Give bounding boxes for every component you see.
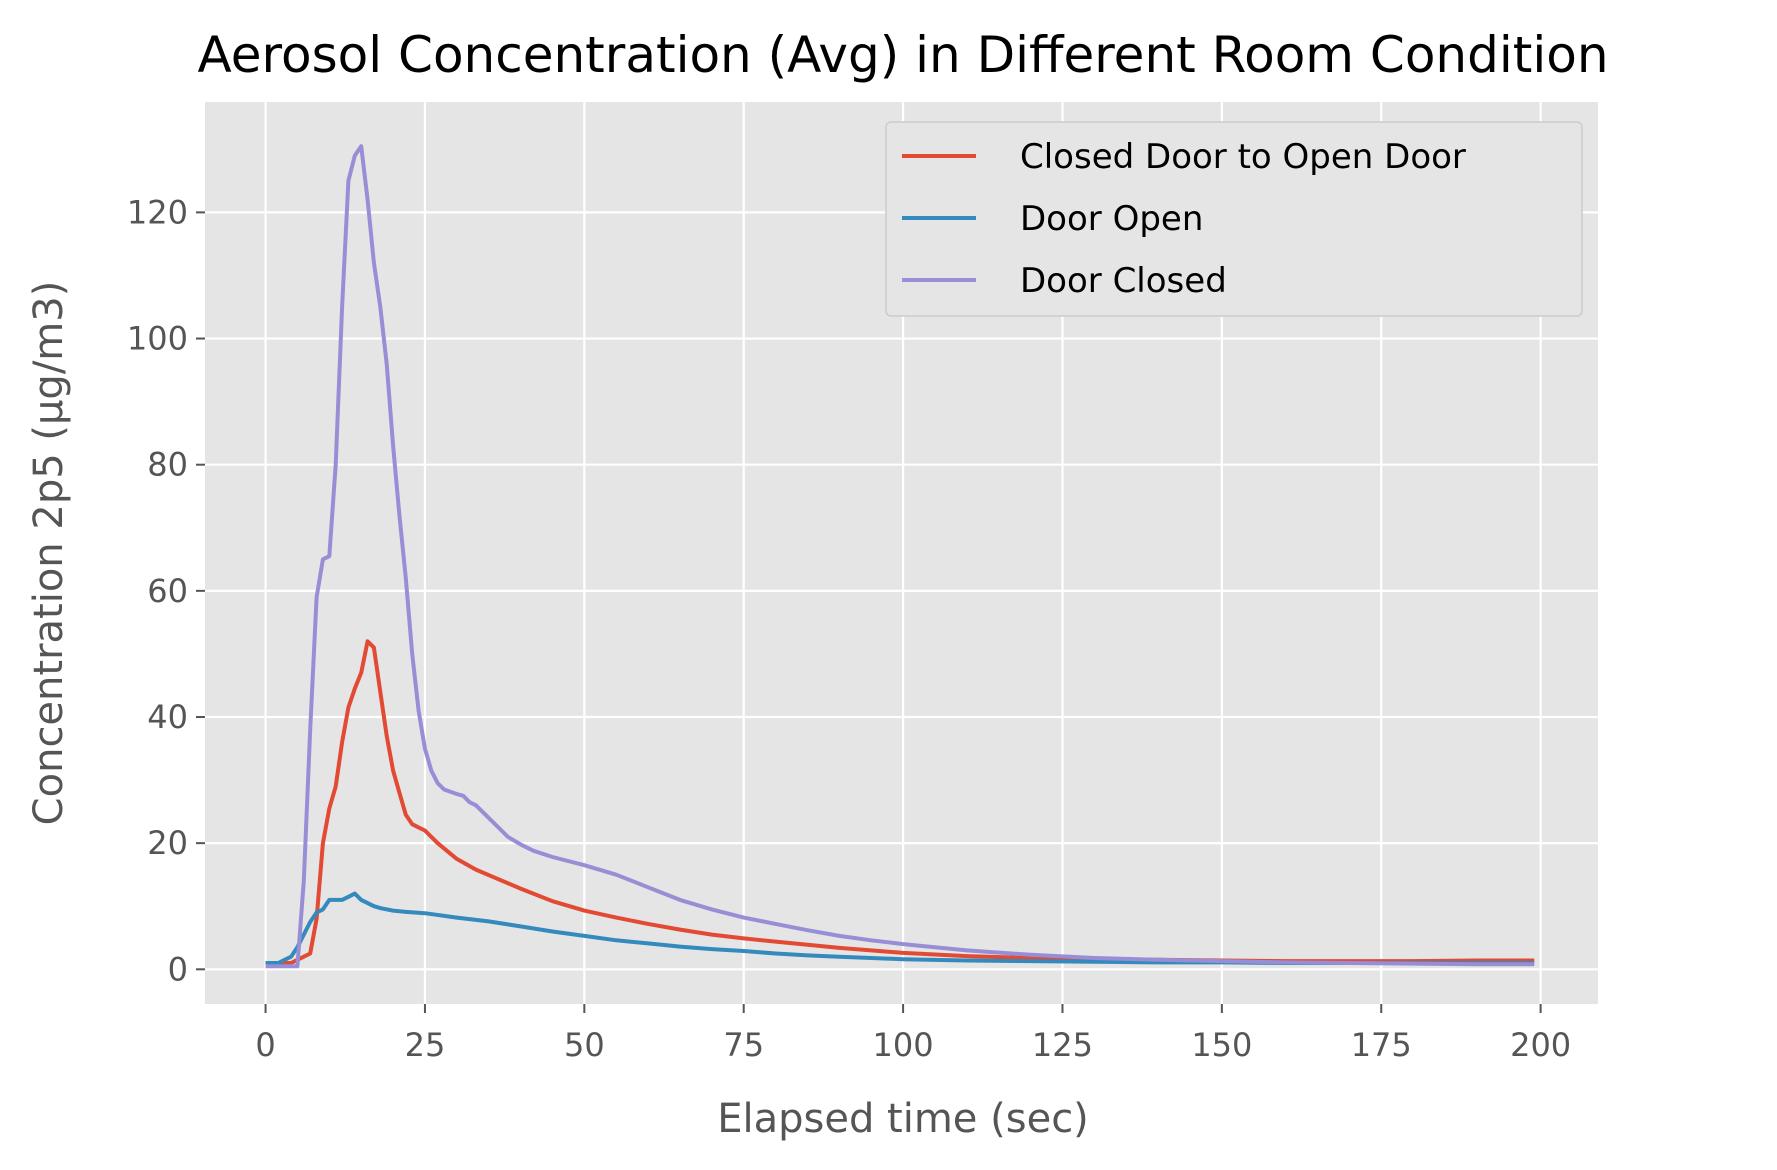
- legend-label: Closed Door to Open Door: [1020, 137, 1466, 177]
- x-tick-label: 125: [1032, 1026, 1093, 1064]
- y-axis-label: Concentration 2p5 (µg/m3): [26, 281, 72, 826]
- series-line-3: [265, 144, 1535, 969]
- legend-label: Door Closed: [1020, 261, 1227, 301]
- y-tick-label: 20: [147, 824, 188, 862]
- x-tick-label: 75: [723, 1026, 764, 1064]
- x-tick-label: 25: [405, 1026, 446, 1064]
- legend-label: Door Open: [1020, 199, 1203, 239]
- series-line-2: [265, 891, 1535, 965]
- x-axis-label: Elapsed time (sec): [717, 1096, 1089, 1142]
- y-tick-label: 40: [147, 698, 188, 736]
- chart-title: Aerosol Concentration (Avg) in Different…: [197, 26, 1608, 84]
- x-tick-label: 50: [564, 1026, 605, 1064]
- x-tick-label: 100: [873, 1026, 934, 1064]
- series-lines: [265, 144, 1535, 969]
- x-tick-label: 150: [1191, 1026, 1252, 1064]
- y-tick-label: 80: [147, 446, 188, 484]
- y-tick-label: 100: [127, 320, 188, 358]
- y-tick-label: 60: [147, 572, 188, 610]
- y-tick-label: 120: [127, 193, 188, 231]
- legend-box: [885, 121, 1583, 317]
- x-axis-ticks: 0 25 50 75 100 125 150 175 200: [255, 1004, 1571, 1064]
- x-tick-label: 0: [255, 1026, 275, 1064]
- legend: Closed Door to Open Door Door Open Door Cl…: [885, 121, 1583, 317]
- y-tick-label: 0: [168, 950, 188, 988]
- series-line-1: [265, 639, 1535, 965]
- x-tick-label: 175: [1351, 1026, 1412, 1064]
- x-tick-label: 200: [1510, 1026, 1571, 1064]
- y-axis-ticks: 0 20 40 60 80 100 120: [127, 193, 205, 988]
